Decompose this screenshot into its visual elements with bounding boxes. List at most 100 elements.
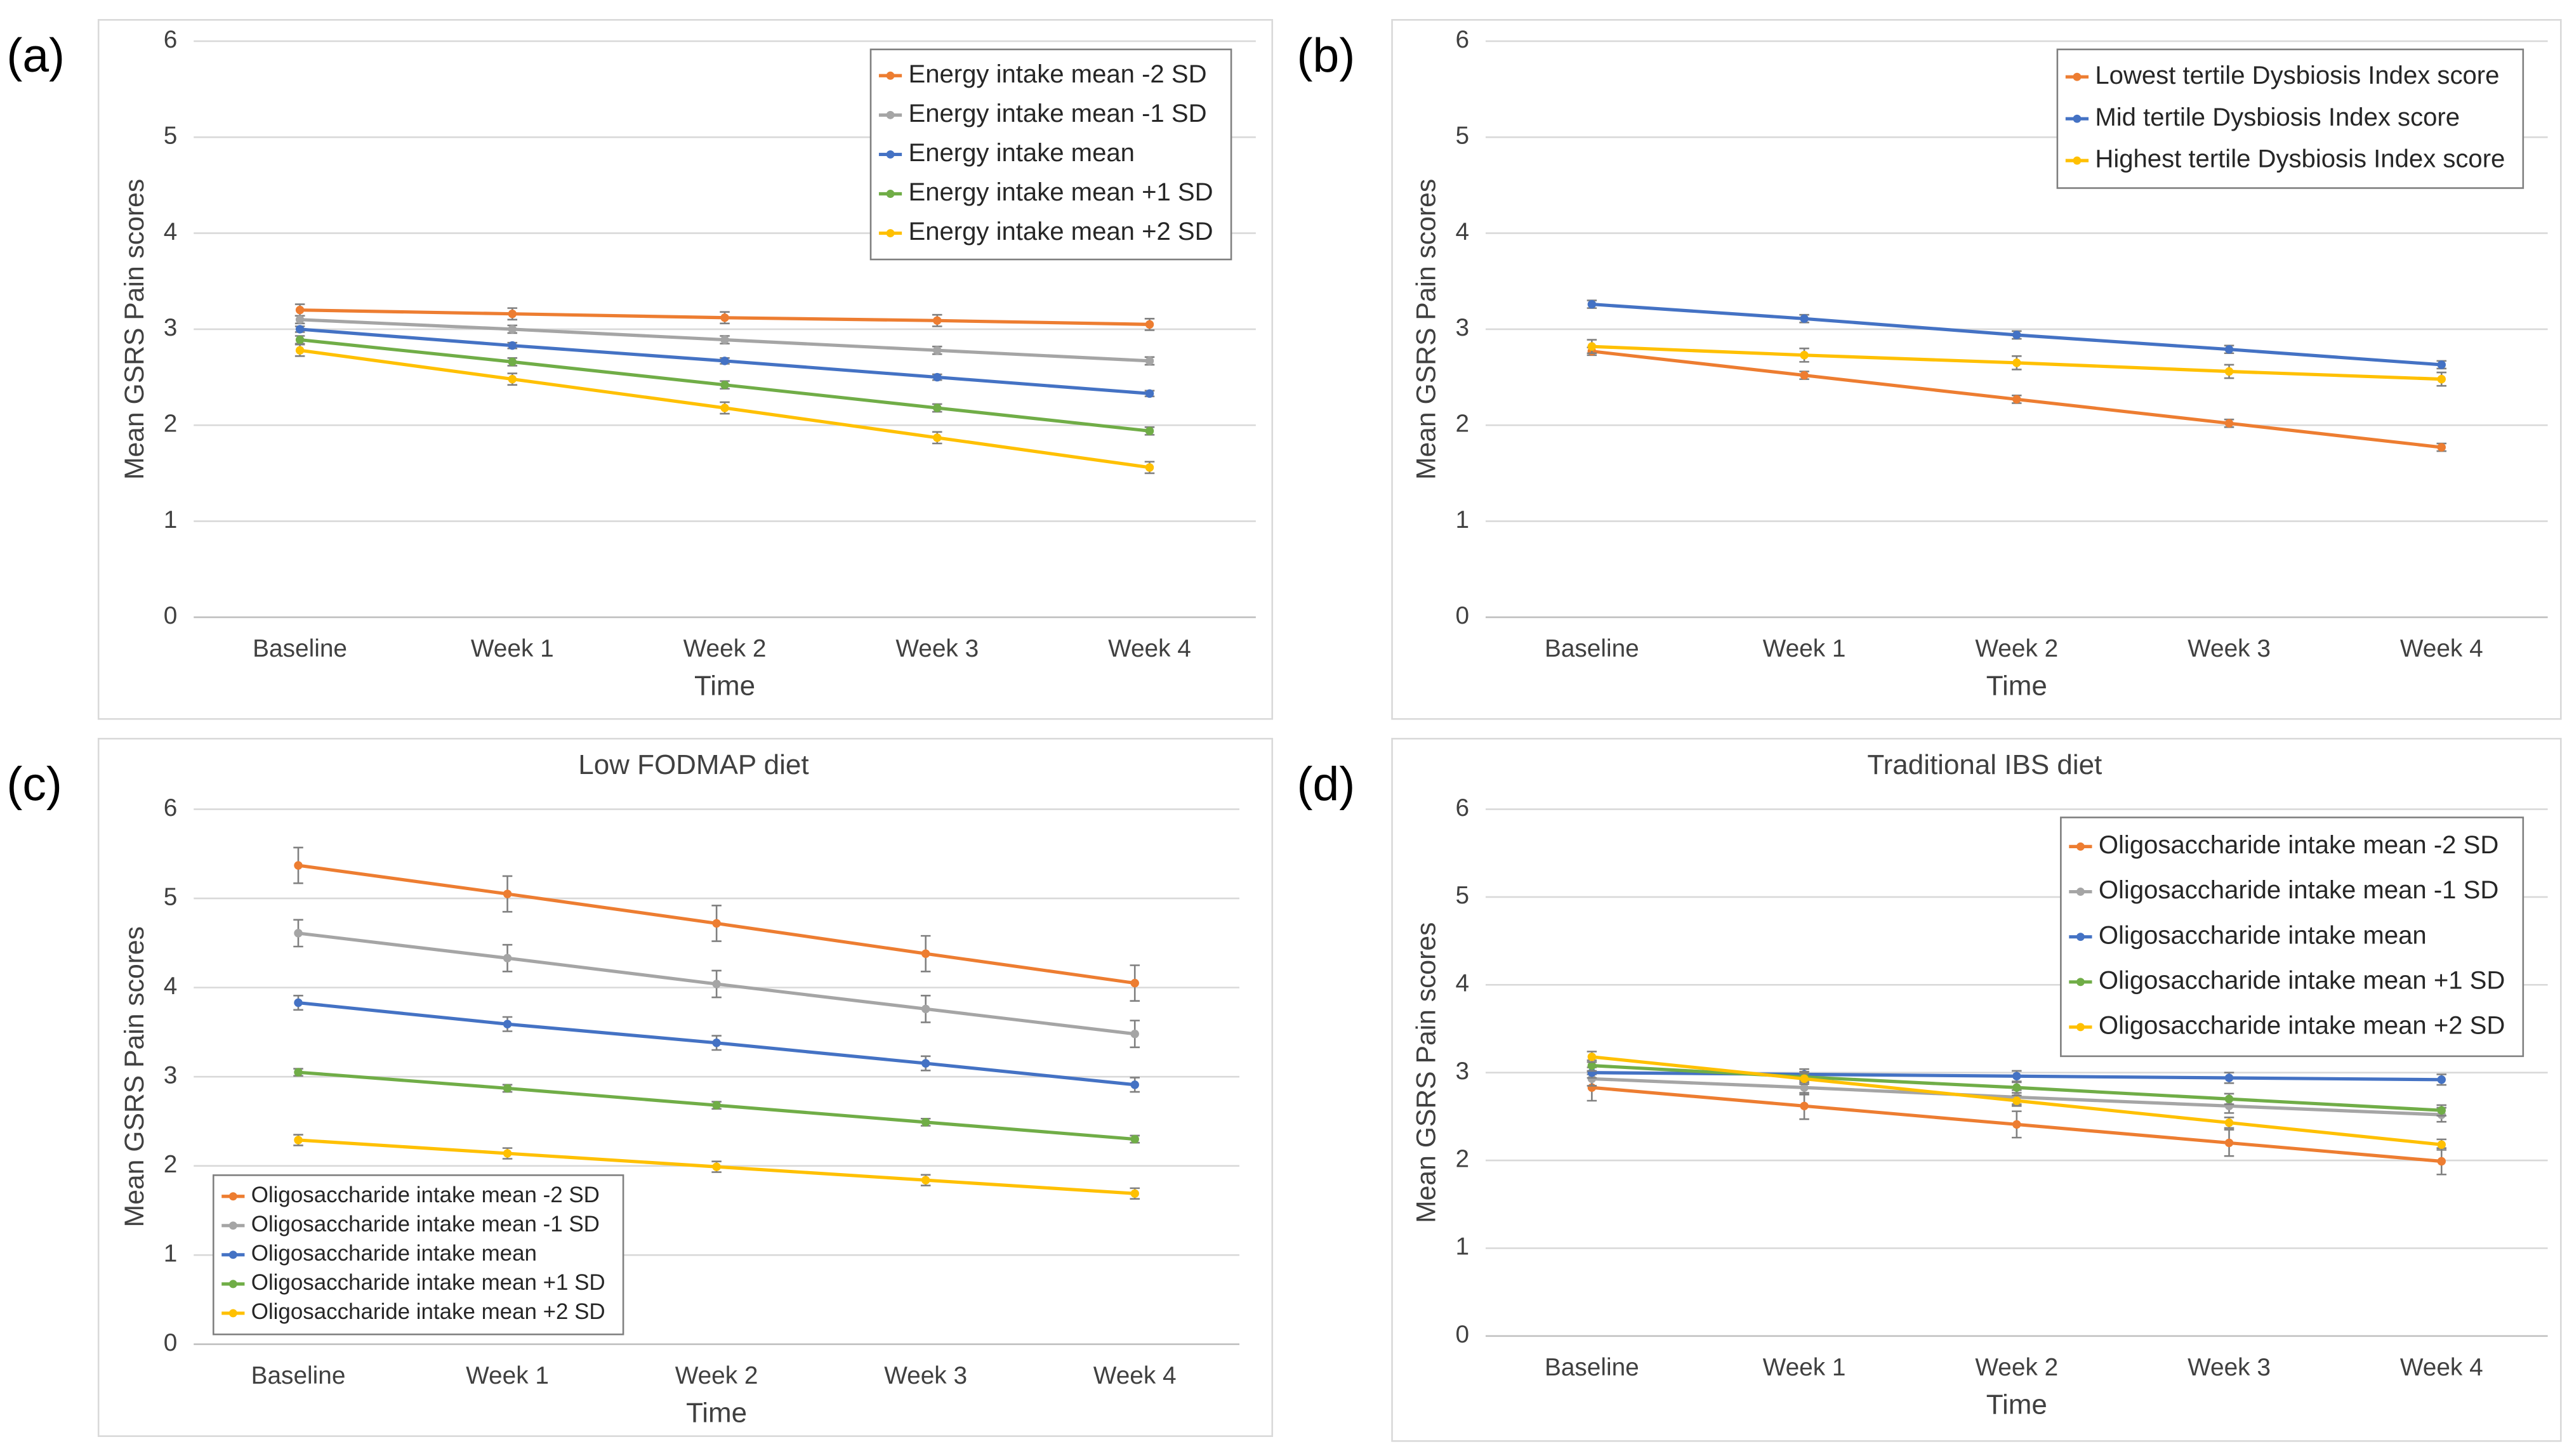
data-point <box>503 1020 512 1028</box>
x-tick-label: Baseline <box>251 1362 346 1389</box>
legend-label: Oligosaccharide intake mean -2 SD <box>2099 831 2498 859</box>
y-tick-label: 3 <box>164 1061 178 1089</box>
data-point <box>1145 389 1154 398</box>
x-tick-label: Week 4 <box>2400 1354 2483 1381</box>
legend-marker <box>228 1280 237 1289</box>
x-tick-label: Baseline <box>253 635 347 662</box>
legend-marker <box>228 1250 237 1259</box>
y-tick-label: 5 <box>1456 122 1470 150</box>
legend-marker <box>2076 933 2085 941</box>
data-point <box>720 357 729 365</box>
data-point <box>503 889 512 898</box>
data-point <box>712 1162 721 1171</box>
data-point <box>508 325 517 334</box>
data-point <box>933 403 942 412</box>
data-point <box>933 346 942 355</box>
panel: (d) Traditional IBS diet 0 1 2 3 4 5 6 Baseline We… <box>1297 738 2562 1442</box>
legend-label: Oligosaccharide intake mean -1 SD <box>251 1212 600 1236</box>
x-tick-label: Week 1 <box>1763 635 1846 662</box>
panel: (a) 0 1 2 3 4 5 6 Baseline Week 1 Week 2 Week 3 Week… <box>6 19 1274 720</box>
y-tick-label: 5 <box>164 122 178 150</box>
data-point <box>1130 1080 1139 1089</box>
data-point <box>1800 371 1809 380</box>
x-axis-title: Time <box>1986 1389 2047 1420</box>
data-point <box>2012 331 2021 339</box>
y-tick-label: 3 <box>1456 314 1470 341</box>
panel: (c) Low FODMAP diet 0 1 2 3 4 5 6 Baseline Week 1 W… <box>6 738 1274 1437</box>
panel: (b) 0 1 2 3 4 5 6 Baseline Week 1 Week 2 Week 3 Week… <box>1297 19 2562 720</box>
data-point <box>294 1068 303 1077</box>
data-point <box>2012 1072 2021 1080</box>
data-point <box>2012 1096 2021 1105</box>
data-point <box>720 313 729 322</box>
x-axis-title: Time <box>694 671 755 702</box>
panel-label: (a) <box>6 29 65 82</box>
y-tick-label: 0 <box>1456 602 1470 629</box>
data-point <box>503 1084 512 1093</box>
legend-marker <box>886 71 895 80</box>
legend-marker <box>2076 1023 2085 1032</box>
legend-label: Oligosaccharide intake mean +1 SD <box>2099 966 2505 994</box>
data-point <box>712 1039 721 1047</box>
y-axis-title: Mean GSRS Pain scores <box>119 179 150 480</box>
y-tick-label: 1 <box>164 1240 178 1268</box>
legend-frame <box>212 1174 624 1335</box>
data-point <box>2224 367 2234 376</box>
data-point <box>1145 463 1154 472</box>
legend-frame <box>869 48 1232 261</box>
x-tick-label: Week 3 <box>884 1362 967 1389</box>
data-point <box>508 374 517 384</box>
x-tick-label: Week 3 <box>895 635 979 662</box>
y-tick-label: 6 <box>1456 794 1470 822</box>
data-point <box>2437 1157 2446 1166</box>
data-point <box>1130 1189 1139 1198</box>
legend-marker <box>2076 888 2085 896</box>
data-point <box>1800 351 1809 360</box>
data-point <box>1800 1083 1809 1092</box>
x-tick-label: Week 3 <box>2188 1354 2271 1381</box>
data-point <box>2437 443 2446 452</box>
legend-label: Highest tertile Dysbiosis Index score <box>2095 145 2505 173</box>
legend-marker <box>886 110 895 119</box>
data-point <box>921 1004 930 1014</box>
y-tick-label: 6 <box>164 26 178 53</box>
legend-marker <box>2073 114 2082 123</box>
data-point <box>295 315 305 324</box>
data-point <box>712 1101 721 1110</box>
data-point <box>508 309 517 318</box>
y-tick-label: 2 <box>164 1151 178 1178</box>
y-axis-title: Mean GSRS Pain scores <box>1411 922 1442 1223</box>
x-tick-label: Week 2 <box>675 1362 758 1389</box>
y-tick-label: 4 <box>164 973 178 1000</box>
legend: Oligosaccharide intake mean -2 SD Oligosa… <box>212 1174 624 1335</box>
x-tick-label: Baseline <box>1545 635 1639 662</box>
legend-label: Oligosaccharide intake mean <box>251 1241 537 1266</box>
data-point <box>2224 1094 2234 1103</box>
data-point <box>1800 1074 1809 1084</box>
data-point <box>1587 1074 1597 1084</box>
data-point <box>720 335 729 344</box>
y-tick-label: 5 <box>164 883 178 910</box>
panel-label: (d) <box>1297 758 1356 811</box>
data-point <box>2224 344 2234 354</box>
legend-label: Oligosaccharide intake mean -1 SD <box>2099 876 2498 904</box>
data-point <box>295 346 305 355</box>
legend-label: Oligosaccharide intake mean +1 SD <box>251 1270 605 1295</box>
data-point <box>2012 395 2021 404</box>
data-point <box>933 372 942 382</box>
legend-label: Energy intake mean +2 SD <box>908 218 1213 246</box>
data-point <box>1587 1053 1597 1061</box>
data-point <box>2437 1106 2446 1115</box>
y-tick-label: 6 <box>164 794 178 822</box>
data-point <box>294 998 303 1007</box>
x-tick-label: Week 4 <box>1108 635 1191 662</box>
x-tick-label: Week 4 <box>1093 1362 1177 1389</box>
data-point <box>921 949 930 958</box>
data-point <box>2437 1140 2446 1149</box>
data-point <box>2224 419 2234 428</box>
legend-marker <box>2073 72 2082 81</box>
x-tick-label: Week 2 <box>1975 1354 2058 1381</box>
panel-label: (c) <box>6 758 62 811</box>
y-axis-title: Mean GSRS Pain scores <box>119 926 150 1227</box>
